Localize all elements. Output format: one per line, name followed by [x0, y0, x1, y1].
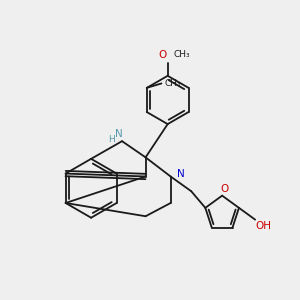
Text: O: O [220, 184, 229, 194]
Text: O: O [158, 50, 166, 60]
Text: N: N [177, 169, 185, 178]
Text: H: H [108, 135, 115, 144]
Text: CH₃: CH₃ [173, 50, 190, 59]
Text: CH₃: CH₃ [164, 79, 181, 88]
Text: OH: OH [255, 220, 272, 230]
Text: N: N [115, 129, 123, 139]
